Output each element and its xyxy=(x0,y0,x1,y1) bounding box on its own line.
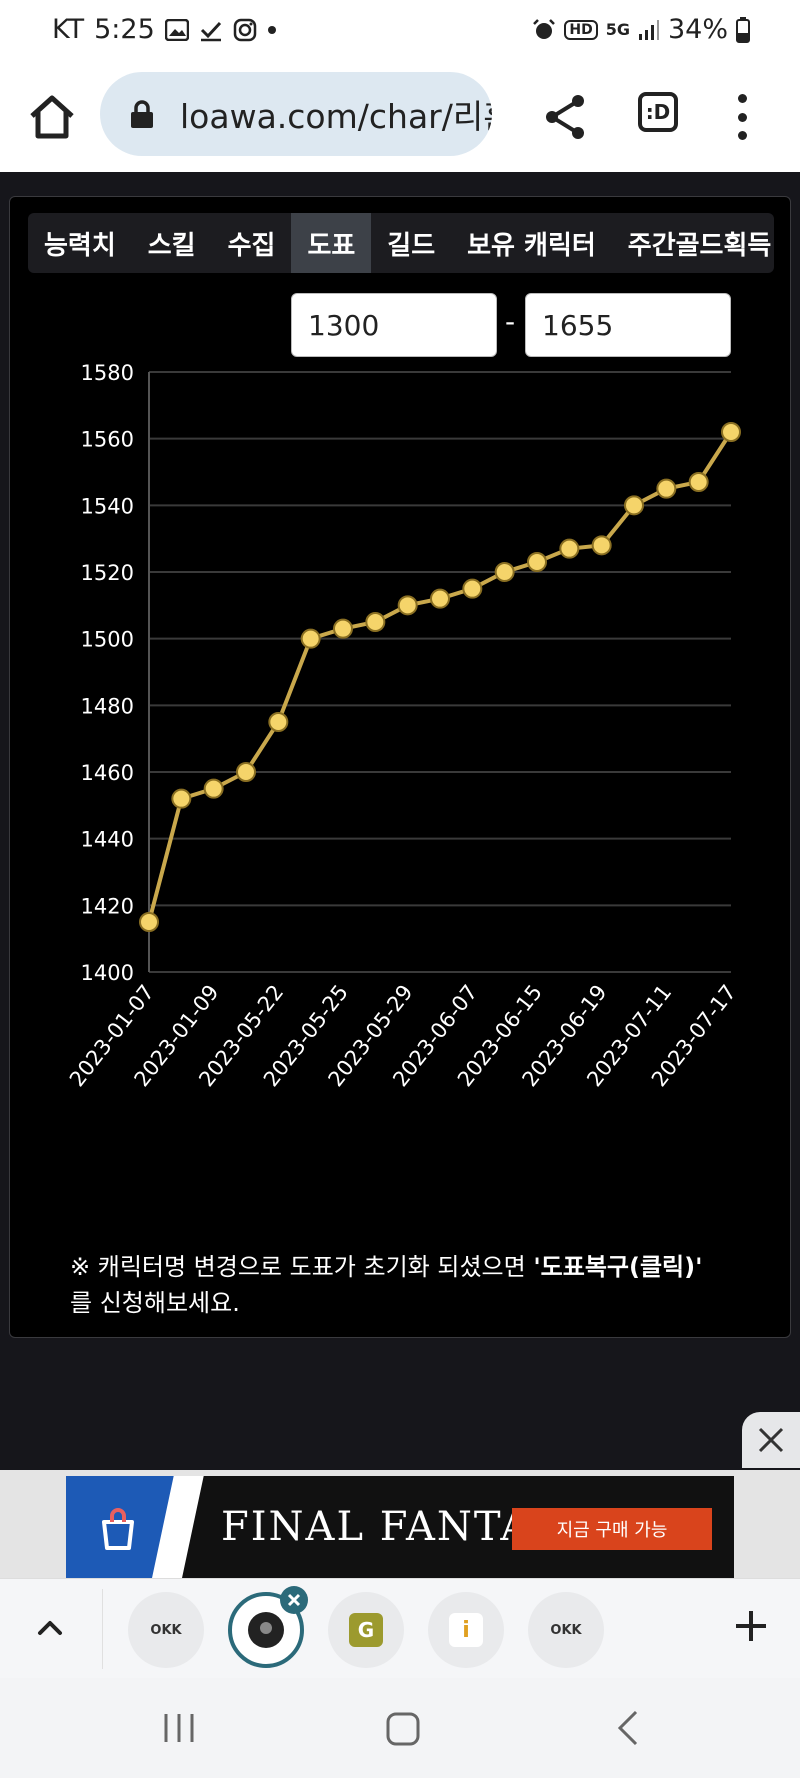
tab-chart[interactable]: 도표 xyxy=(291,213,372,273)
y-tick-label: 1400 xyxy=(81,961,134,985)
gallery-icon xyxy=(164,18,189,41)
home-nav-icon[interactable] xyxy=(386,1712,420,1746)
data-point[interactable] xyxy=(624,495,644,516)
recent-apps-icon[interactable] xyxy=(164,1714,194,1742)
tab-bubble-okk-2[interactable]: OKK xyxy=(528,1592,604,1668)
new-tab-icon[interactable] xyxy=(728,1603,774,1649)
data-point[interactable] xyxy=(171,788,192,809)
carrier-label: KT xyxy=(52,14,85,45)
range-max-input[interactable]: 1655 xyxy=(525,293,731,357)
system-nav-bar xyxy=(0,1678,800,1778)
y-tick-label: 1480 xyxy=(81,694,134,718)
page-content: 능력치 스킬 수집 도표 길드 보유 캐릭터 주간골드획득 1300 - 165… xyxy=(0,172,800,1470)
clock: 5:25 xyxy=(94,14,155,45)
tab-switcher-button[interactable]: :D xyxy=(638,92,678,132)
data-point[interactable] xyxy=(527,552,547,572)
chart-panel: 능력치 스킬 수집 도표 길드 보유 캐릭터 주간골드획득 1300 - 165… xyxy=(9,196,791,1338)
data-point[interactable] xyxy=(494,562,515,582)
data-point[interactable] xyxy=(365,612,386,632)
y-tick-label: 1540 xyxy=(81,494,134,518)
dot-icon xyxy=(267,25,277,35)
instagram-icon xyxy=(233,18,257,42)
tab-weekly-gold[interactable]: 주간골드획득 xyxy=(627,230,772,261)
chart-reset-note: ※ 캐릭터명 변경으로 도표가 초기화 되셨으면 '도표복구(클릭)' 를 신청… xyxy=(70,1249,770,1321)
alarm-icon xyxy=(532,18,556,42)
y-tick-label: 1420 xyxy=(81,894,134,918)
signal-icon xyxy=(638,19,660,41)
ad-banner-strip: FINAL FANTASY XVI 지금 구매 가능 xyxy=(0,1470,800,1578)
browser-toolbar: loawa.com/char/리훈 :D xyxy=(0,66,800,172)
battery-label: 34% xyxy=(667,14,728,45)
address-bar[interactable]: loawa.com/char/리훈 xyxy=(100,72,492,156)
data-point[interactable] xyxy=(397,595,418,616)
note-text: ※ 캐릭터명 변경으로 도표가 초기화 되셨으면 xyxy=(70,1253,534,1281)
ad-close-button[interactable] xyxy=(742,1412,800,1468)
tab-owned-characters[interactable]: 보유 캐릭터 xyxy=(467,230,596,261)
url-text: loawa.com/char/리훈 xyxy=(180,97,492,136)
data-point[interactable] xyxy=(236,762,256,782)
check-icon xyxy=(199,18,223,42)
share-icon[interactable] xyxy=(542,92,588,142)
data-point[interactable] xyxy=(333,618,353,639)
item-level-line-chart: 1400 1420 1440 1460 1480 1500 1520 1540 1560 1580… xyxy=(65,361,741,1091)
data-point[interactable] xyxy=(430,588,450,609)
restore-chart-link[interactable]: '도표복구(클릭)' xyxy=(533,1253,703,1281)
range-min-input[interactable]: 1300 xyxy=(291,293,497,357)
data-point[interactable] xyxy=(203,778,224,799)
tab-bubble-g[interactable]: G xyxy=(328,1592,404,1668)
tab-bubble-okk-1[interactable]: OKK xyxy=(128,1592,204,1668)
note-suffix: 를 신청해보세요. xyxy=(70,1289,240,1317)
ad-banner[interactable]: FINAL FANTASY XVI 지금 구매 가능 xyxy=(66,1476,734,1578)
home-icon[interactable] xyxy=(26,92,78,144)
lock-icon xyxy=(131,100,153,128)
data-point[interactable] xyxy=(559,538,580,559)
5g-icon: 5G xyxy=(605,20,630,39)
data-point[interactable] xyxy=(591,535,612,556)
data-point[interactable] xyxy=(268,712,289,732)
y-tick-label: 1560 xyxy=(81,428,134,452)
back-icon[interactable] xyxy=(617,1710,638,1746)
game-avatar-icon xyxy=(248,1612,284,1648)
tab-skills[interactable]: 스킬 xyxy=(147,230,196,261)
y-tick-label: 1520 xyxy=(81,561,134,585)
data-point[interactable] xyxy=(139,912,159,932)
data-point[interactable] xyxy=(462,578,483,599)
data-point[interactable] xyxy=(688,472,709,492)
tab-bubble-i[interactable]: i xyxy=(428,1592,504,1668)
tab-collection[interactable]: 수집 xyxy=(227,230,276,261)
close-tab-icon[interactable] xyxy=(280,1586,308,1614)
hd-icon: HD xyxy=(564,19,598,40)
y-tick-label: 1440 xyxy=(81,828,134,852)
status-bar: KT 5:25 HD 5G 34% xyxy=(0,0,800,66)
y-tick-label: 1460 xyxy=(81,761,134,785)
data-point[interactable] xyxy=(656,478,677,499)
i-favicon: i xyxy=(449,1613,483,1647)
g-favicon: G xyxy=(349,1613,383,1647)
character-tabs: 능력치 스킬 수집 도표 길드 보유 캐릭터 주간골드획득 xyxy=(28,213,774,273)
tab-guild[interactable]: 길드 xyxy=(387,230,436,261)
browser-tab-strip: OKK G i OKK xyxy=(0,1578,800,1678)
tab-stats[interactable]: 능력치 xyxy=(44,230,116,261)
more-menu-icon[interactable] xyxy=(730,94,754,140)
battery-icon xyxy=(736,16,750,43)
data-point[interactable] xyxy=(300,628,321,649)
chevron-up-icon[interactable] xyxy=(30,1607,70,1647)
data-point[interactable] xyxy=(721,422,741,442)
range-separator: - xyxy=(505,305,516,338)
ad-buy-button[interactable]: 지금 구매 가능 xyxy=(512,1508,712,1550)
close-icon xyxy=(758,1427,784,1453)
y-tick-label: 1580 xyxy=(81,361,134,385)
y-tick-label: 1500 xyxy=(81,628,134,652)
